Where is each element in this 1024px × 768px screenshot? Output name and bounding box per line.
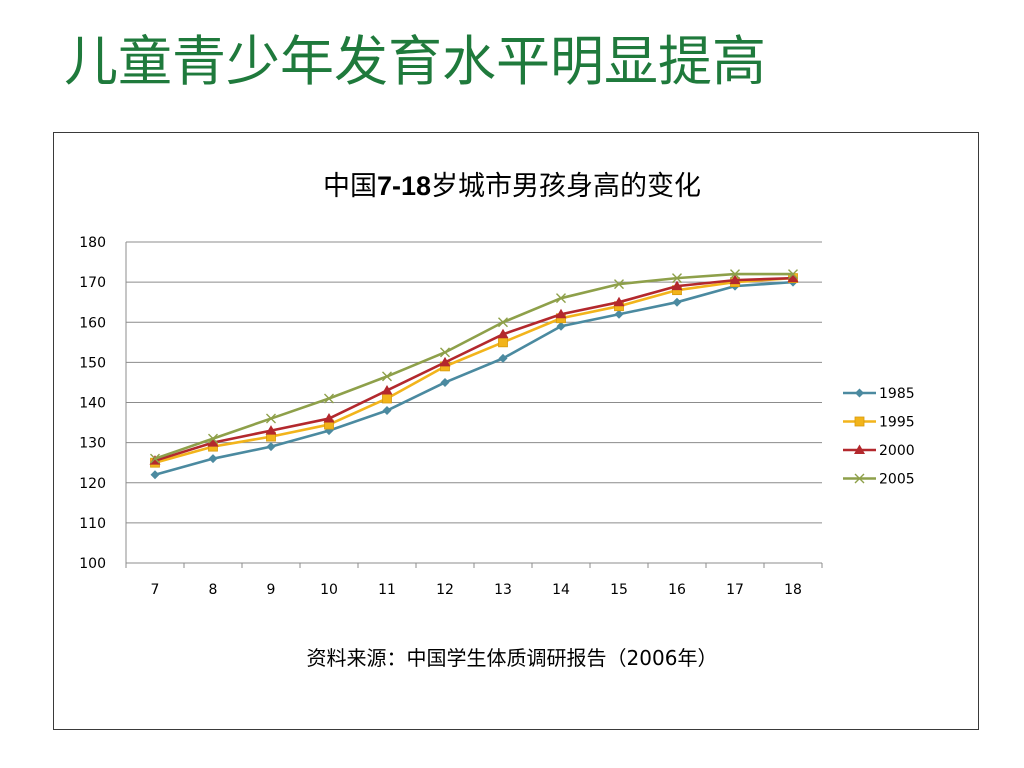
data-point-2005 (266, 413, 276, 424)
data-point-2000 (671, 280, 683, 291)
data-point-2000 (497, 328, 509, 339)
data-point-2000 (729, 274, 741, 285)
chart-title: 中国7-18岁城市男孩身高的变化 (0, 164, 1024, 203)
x-tick-label: 7 (151, 582, 160, 598)
data-point-1985 (150, 470, 160, 480)
y-tick-label: 100 (79, 556, 106, 572)
data-point-1985 (614, 309, 624, 319)
x-tick-label: 18 (784, 582, 802, 598)
data-point-1985 (266, 442, 276, 452)
data-point-2005 (730, 269, 740, 280)
chart-title-age-range: 7-18 (376, 171, 432, 201)
data-point-1985 (556, 321, 566, 331)
x-tick-label: 15 (610, 582, 628, 598)
slide-title: 儿童青少年发育水平明显提高 (64, 30, 766, 93)
data-point-2000 (265, 425, 277, 435)
data-point-2000 (207, 437, 219, 447)
chart-title-suffix: 岁城市男孩身高的变化 (431, 171, 702, 202)
data-point-1985 (498, 353, 508, 363)
legend-label: 1995 (879, 415, 915, 431)
y-tick-label: 170 (79, 275, 106, 291)
data-point-2000 (555, 308, 567, 319)
grid-lines (126, 241, 822, 524)
data-point-2005 (440, 347, 450, 358)
x-tick-label: 16 (668, 582, 686, 598)
series-2005 (150, 269, 798, 464)
x-tick-label: 14 (552, 582, 570, 598)
x-tick-label: 10 (320, 582, 338, 598)
data-point-2005 (498, 317, 508, 328)
x-tick-label: 17 (726, 582, 744, 598)
data-point-2005 (382, 371, 392, 382)
legend-swatch-marker (854, 416, 865, 427)
legend-swatch-marker (854, 444, 865, 454)
data-point-1985 (208, 454, 218, 464)
data-point-2000 (381, 384, 393, 395)
data-point-2005 (150, 453, 160, 464)
legend-entry-2000: 2000 (843, 443, 915, 459)
y-tick-label: 110 (79, 516, 106, 532)
data-point-2005 (556, 293, 566, 304)
legend: 1985 1995 2000 2005 (843, 386, 915, 488)
x-tick-labels: 7 8 9 10 11 12 13 14 15 16 17 18 (151, 582, 802, 598)
legend-entry-1995: 1995 (843, 415, 915, 431)
legend-entry-1985: 1985 (843, 386, 915, 402)
y-tick-label: 160 (79, 315, 106, 331)
series-line-1995 (154, 276, 794, 464)
series-2000 (149, 272, 799, 465)
y-tick-label: 180 (79, 235, 106, 251)
legend-swatch-marker (855, 388, 864, 398)
data-point-1995 (382, 393, 392, 404)
y-tick-label: 120 (79, 476, 106, 492)
y-tick-label: 150 (79, 355, 106, 371)
data-point-1995 (498, 337, 508, 348)
x-tick-label: 8 (209, 582, 218, 598)
data-point-2005 (672, 273, 682, 284)
series-line-2005 (154, 272, 793, 460)
y-tick-label: 140 (79, 396, 106, 412)
x-tick-label: 9 (267, 582, 276, 598)
y-tick-labels: 100 110 120 130 140 150 160 170 180 (79, 235, 106, 572)
legend-label: 2000 (879, 443, 915, 459)
series-lines (149, 269, 799, 480)
data-point-2000 (787, 272, 799, 283)
data-point-2005 (788, 269, 798, 280)
chart-title-prefix: 中国 (322, 171, 377, 202)
chart-frame (53, 132, 979, 730)
chart-axes (125, 242, 823, 568)
legend-swatch-marker (854, 473, 865, 484)
series-line-1985 (154, 280, 794, 476)
x-tick-label: 12 (436, 582, 454, 598)
data-point-1985 (382, 406, 392, 416)
data-point-2000 (439, 356, 451, 367)
legend-entry-2005: 2005 (843, 472, 915, 488)
series-1985 (150, 277, 798, 480)
data-point-2005 (324, 393, 334, 404)
y-tick-label: 130 (79, 436, 106, 452)
x-tick-label: 13 (494, 582, 512, 598)
legend-label: 2005 (879, 472, 915, 488)
data-point-1985 (440, 377, 450, 387)
source-note: 资料来源：中国学生体质调研报告（2006年） (306, 646, 718, 670)
data-point-2000 (613, 296, 625, 307)
series-line-2000 (154, 276, 794, 462)
data-point-2000 (323, 413, 335, 423)
data-point-1985 (672, 297, 682, 307)
data-point-2005 (614, 279, 624, 290)
x-tick-label: 11 (378, 582, 396, 598)
data-point-2005 (208, 433, 218, 444)
legend-label: 1985 (879, 386, 915, 402)
